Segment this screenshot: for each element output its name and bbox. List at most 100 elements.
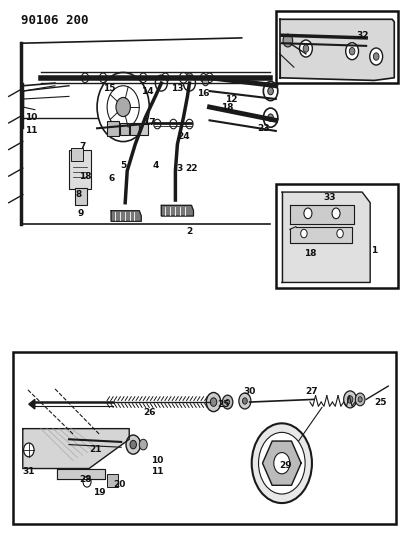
- Text: 18: 18: [304, 249, 316, 258]
- Text: 14: 14: [141, 86, 154, 95]
- Circle shape: [202, 77, 209, 86]
- Text: 15: 15: [103, 84, 115, 93]
- Text: 90106 200: 90106 200: [21, 14, 88, 27]
- Circle shape: [186, 119, 193, 129]
- Circle shape: [206, 73, 213, 83]
- Bar: [276, 11, 398, 83]
- Text: 18: 18: [221, 102, 234, 111]
- Text: 18: 18: [79, 172, 91, 181]
- Polygon shape: [161, 205, 193, 216]
- Circle shape: [206, 392, 221, 411]
- Circle shape: [222, 395, 233, 409]
- Polygon shape: [280, 19, 394, 80]
- Circle shape: [274, 453, 290, 474]
- Circle shape: [268, 87, 273, 95]
- Text: 9: 9: [78, 209, 84, 218]
- Circle shape: [344, 391, 357, 408]
- Circle shape: [170, 119, 177, 129]
- Text: 5: 5: [120, 161, 126, 170]
- Circle shape: [239, 393, 251, 409]
- Text: 10: 10: [151, 456, 164, 465]
- Circle shape: [162, 73, 169, 83]
- Bar: [13, 352, 396, 524]
- Text: 6: 6: [108, 174, 114, 183]
- Circle shape: [81, 73, 89, 83]
- Text: 23: 23: [258, 124, 270, 133]
- Bar: [71, 148, 83, 161]
- Bar: [139, 123, 148, 135]
- Polygon shape: [290, 205, 354, 224]
- Text: 32: 32: [356, 31, 368, 40]
- Bar: [107, 474, 118, 487]
- Text: 25: 25: [217, 400, 230, 409]
- Text: 17: 17: [143, 118, 156, 127]
- Circle shape: [252, 423, 312, 503]
- Text: 4: 4: [152, 161, 158, 170]
- Circle shape: [116, 98, 131, 117]
- Text: 29: 29: [280, 462, 292, 470]
- Circle shape: [355, 393, 365, 406]
- Text: 26: 26: [143, 408, 156, 417]
- Text: 2: 2: [186, 228, 193, 237]
- Circle shape: [179, 72, 187, 83]
- Text: 21: 21: [89, 446, 101, 455]
- Text: 27: 27: [305, 387, 318, 396]
- Circle shape: [210, 398, 217, 406]
- Circle shape: [347, 395, 353, 403]
- Circle shape: [226, 399, 230, 405]
- Text: 11: 11: [151, 467, 164, 475]
- Circle shape: [301, 229, 307, 238]
- Bar: [130, 123, 139, 135]
- Circle shape: [304, 208, 312, 219]
- Circle shape: [100, 73, 107, 83]
- Circle shape: [24, 443, 34, 457]
- Circle shape: [155, 75, 167, 91]
- Text: 28: 28: [79, 475, 91, 483]
- Polygon shape: [262, 441, 301, 485]
- Circle shape: [200, 74, 207, 82]
- Bar: [69, 150, 91, 189]
- Text: 31: 31: [23, 467, 35, 475]
- Text: 7: 7: [80, 142, 86, 151]
- Polygon shape: [57, 469, 105, 479]
- Circle shape: [283, 34, 293, 47]
- Text: 22: 22: [185, 164, 198, 173]
- Circle shape: [139, 439, 147, 450]
- Polygon shape: [290, 227, 352, 243]
- Text: 33: 33: [324, 193, 336, 202]
- Text: 12: 12: [225, 94, 238, 103]
- Text: 20: 20: [113, 480, 125, 489]
- Circle shape: [154, 119, 161, 129]
- Circle shape: [346, 43, 359, 60]
- Text: 13: 13: [171, 84, 184, 93]
- Circle shape: [332, 208, 340, 219]
- Text: 30: 30: [243, 387, 256, 396]
- Circle shape: [183, 75, 195, 91]
- Bar: [107, 122, 119, 136]
- Text: 8: 8: [76, 190, 82, 199]
- Text: 10: 10: [25, 113, 37, 122]
- Polygon shape: [23, 429, 129, 469]
- Circle shape: [374, 53, 379, 60]
- Circle shape: [259, 432, 305, 494]
- Bar: [120, 123, 129, 135]
- Text: 24: 24: [177, 132, 190, 141]
- Polygon shape: [111, 211, 141, 221]
- Circle shape: [299, 40, 312, 57]
- Polygon shape: [29, 399, 35, 409]
- Circle shape: [303, 45, 309, 52]
- Circle shape: [126, 435, 141, 454]
- Text: 19: 19: [93, 488, 106, 497]
- Circle shape: [130, 440, 137, 449]
- Circle shape: [337, 229, 343, 238]
- Text: 1: 1: [371, 246, 377, 255]
- Polygon shape: [282, 192, 370, 282]
- Circle shape: [186, 73, 193, 83]
- Bar: [276, 184, 398, 288]
- Text: 3: 3: [176, 164, 183, 173]
- Text: 11: 11: [25, 126, 37, 135]
- Circle shape: [243, 398, 247, 404]
- Text: 25: 25: [374, 398, 386, 407]
- Circle shape: [370, 48, 382, 65]
- Circle shape: [268, 114, 273, 122]
